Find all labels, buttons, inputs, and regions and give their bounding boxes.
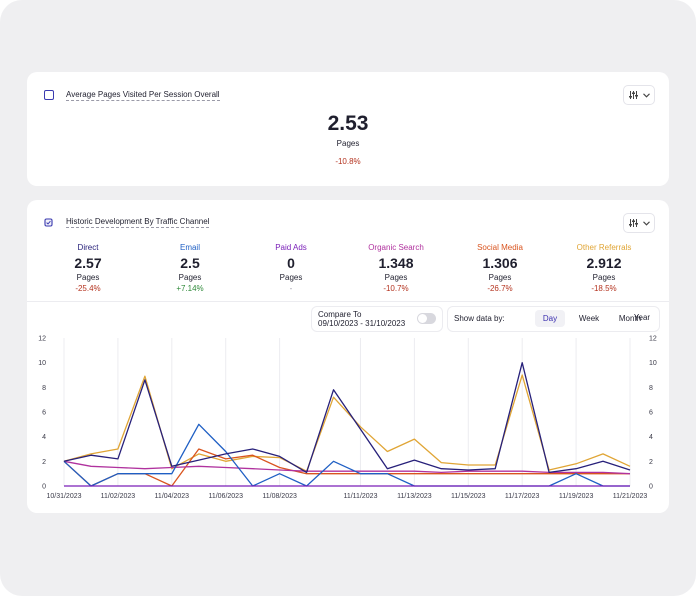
y-tick-label-right: 0 — [649, 484, 653, 491]
metric-unit: Pages — [384, 273, 408, 282]
checkbox-icon[interactable] — [44, 218, 53, 227]
y-tick-label-left: 2 — [42, 459, 46, 466]
channels-menu-button[interactable] — [623, 213, 655, 233]
sliders-icon — [628, 91, 638, 99]
summary-value: 2.53 — [327, 112, 369, 135]
metric-name: Organic Search — [368, 243, 424, 252]
x-tick-label: 11/17/2023 — [505, 493, 540, 500]
metric-unit: Pages — [488, 273, 512, 282]
metric-value: 2.57 — [74, 255, 102, 271]
summary-card: Average Pages Visited Per Session Overal… — [27, 72, 669, 186]
y-tick-label-left: 0 — [42, 484, 46, 491]
metric-value: 1.348 — [378, 255, 414, 271]
metric-value: 2.912 — [586, 255, 622, 271]
y-tick-label-left: 4 — [42, 434, 46, 441]
y-tick-label-right: 10 — [649, 360, 657, 367]
metric-delta: -26.7% — [487, 284, 513, 293]
metric-delta: -25.4% — [75, 284, 101, 293]
metric-name: Email — [179, 243, 200, 252]
metric-delta: -10.7% — [383, 284, 409, 293]
channels-title: Historic Development By Traffic Channel — [66, 217, 210, 228]
series-line-organic-search — [63, 460, 631, 475]
y-tick-label-left: 12 — [38, 336, 46, 343]
metric-name: Other Referrals — [576, 243, 632, 252]
compare-range: 09/10/2023 - 31/10/2023 — [318, 319, 406, 328]
metric-name: Social Media — [477, 243, 523, 252]
metric-name: Paid Ads — [275, 243, 307, 252]
metric-social-media: Social Media 1.306 Pages -26.7% — [448, 242, 552, 294]
summary-title: Average Pages Visited Per Session Overal… — [66, 90, 220, 101]
metric-direct: Direct 2.57 Pages -25.4% — [36, 242, 140, 294]
metric-unit: Pages — [178, 273, 202, 282]
compare-toggle[interactable] — [417, 313, 436, 324]
option-day[interactable]: Day — [535, 310, 565, 327]
x-tick-label: 11/02/2023 — [101, 493, 136, 500]
x-tick-label: 11/19/2023 — [559, 493, 594, 500]
option-week[interactable]: Week — [578, 314, 600, 323]
metric-delta: +7.14% — [176, 284, 204, 293]
y-tick-label-right: 12 — [649, 336, 657, 343]
x-tick-label: 11/11/2023 — [343, 493, 377, 500]
compare-title: Compare To — [318, 310, 362, 319]
y-tick-label-right: 4 — [649, 434, 653, 441]
sliders-icon — [628, 219, 638, 227]
series-line-social-media — [63, 448, 630, 487]
channels-card: Historic Development By Traffic Channel … — [27, 200, 669, 513]
summary-unit: Pages — [336, 139, 360, 148]
summary-menu-button[interactable] — [623, 85, 655, 105]
x-tick-label: 11/15/2023 — [451, 493, 486, 500]
chevron-down-icon — [642, 220, 650, 226]
metric-delta: -18.5% — [591, 284, 617, 293]
metric-other-referrals: Other Referrals 2.912 Pages -18.5% — [552, 242, 656, 294]
y-tick-label-right: 8 — [649, 385, 653, 392]
metric-value: 1.306 — [482, 255, 518, 271]
metric-unit: Pages — [76, 273, 100, 282]
y-tick-label-left: 6 — [42, 410, 46, 417]
x-tick-label: 11/08/2023 — [262, 493, 297, 500]
option-year[interactable]: Year — [633, 313, 651, 322]
x-tick-label: 11/13/2023 — [397, 493, 432, 500]
summary-delta: -10.8% — [335, 157, 361, 166]
y-tick-label-left: 8 — [42, 385, 46, 392]
y-tick-label-right: 2 — [649, 459, 653, 466]
metric-organic-search: Organic Search 1.348 Pages -10.7% — [344, 242, 448, 294]
series-line-direct — [63, 362, 631, 474]
x-tick-label: 11/06/2023 — [208, 493, 243, 500]
metric-unit: Pages — [592, 273, 616, 282]
metric-paid-ads: Paid Ads 0 Pages - — [239, 242, 343, 294]
y-tick-label-right: 6 — [649, 410, 653, 417]
metric-value: 2.5 — [180, 255, 200, 271]
divider — [27, 301, 669, 302]
show-data-by-control: Show data by: Day Week Month — [447, 306, 660, 332]
compare-label: Compare To 09/10/2023 - 31/10/2023 — [318, 310, 405, 328]
square-icon — [44, 90, 54, 100]
metric-unit: Pages — [279, 273, 303, 282]
option-month[interactable]: Month — [618, 314, 642, 323]
show-by-label: Show data by: — [454, 314, 505, 323]
x-tick-label: 11/21/2023 — [613, 493, 648, 500]
compare-to-control: Compare To 09/10/2023 - 31/10/2023 — [311, 306, 443, 332]
metric-email: Email 2.5 Pages +7.14% — [138, 242, 242, 294]
metric-name: Direct — [77, 243, 99, 252]
line-chart: 10/31/2023 11/02/2023 11/04/2023 11/06/2023… — [38, 336, 657, 501]
toggle-knob — [418, 314, 427, 323]
y-tick-label-left: 10 — [38, 360, 46, 367]
chevron-down-icon — [642, 92, 650, 98]
x-tick-label: 10/31/2023 — [46, 493, 81, 500]
metric-value: 0 — [287, 255, 295, 271]
metric-delta: - — [289, 284, 293, 293]
x-tick-label: 11/04/2023 — [155, 493, 190, 500]
